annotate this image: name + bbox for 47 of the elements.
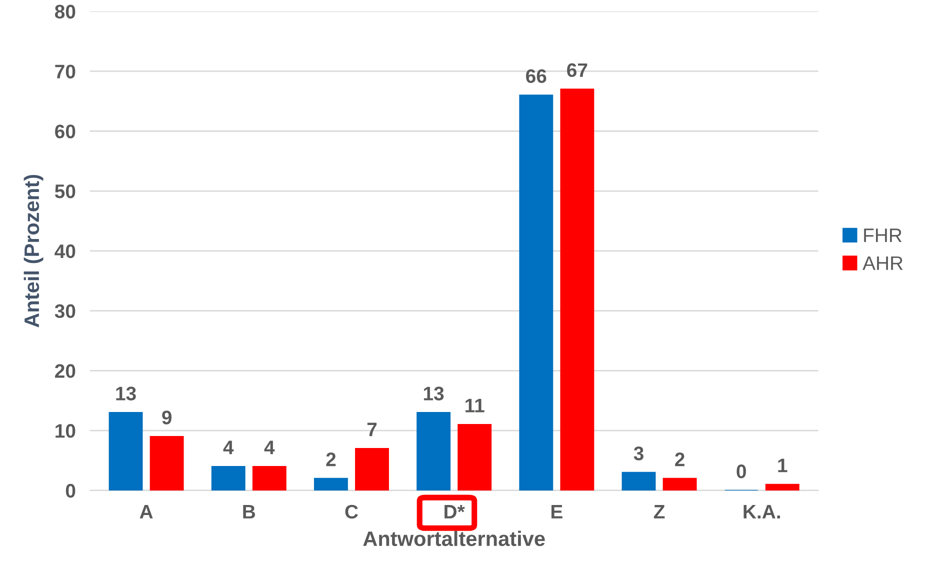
- bar: [765, 484, 800, 490]
- legend-label: AHR: [862, 256, 903, 270]
- data-label: 0: [736, 464, 746, 478]
- bar: [560, 88, 594, 490]
- x-tick-label: C: [345, 504, 358, 519]
- x-tick-label: E: [551, 505, 562, 518]
- data-label: 11: [466, 398, 484, 412]
- y-tick-label: 10: [56, 424, 76, 438]
- x-tick-label: D*: [444, 505, 465, 518]
- y-tick-label: 20: [55, 364, 76, 378]
- data-label: 13: [424, 386, 444, 400]
- bar: [355, 448, 389, 490]
- bar: [458, 424, 492, 490]
- x-tick-label: K.A.: [744, 505, 780, 518]
- bar: [314, 478, 348, 490]
- bar: [519, 94, 554, 490]
- data-label: 1: [778, 458, 788, 472]
- x-tick-label: Z: [654, 505, 665, 518]
- x-axis-title: Antwortalternative: [363, 530, 545, 546]
- data-label: 9: [162, 410, 172, 424]
- bar: [150, 436, 184, 490]
- y-tick-label: 0: [66, 484, 76, 498]
- y-tick-label: 60: [55, 124, 76, 138]
- data-label: 4: [264, 440, 275, 454]
- y-tick-label: 70: [55, 64, 76, 78]
- x-tick-label: B: [243, 505, 256, 518]
- data-label: 2: [326, 452, 336, 466]
- data-label: 66: [526, 69, 546, 84]
- y-axis-title: Anteil (Prozent): [24, 174, 44, 328]
- data-label: 2: [675, 452, 684, 466]
- y-tick-label: 40: [54, 244, 76, 258]
- data-label: 67: [567, 63, 588, 78]
- bar: [211, 466, 246, 490]
- bar: [252, 466, 286, 490]
- bar: [662, 478, 697, 490]
- y-tick-label: 50: [54, 184, 76, 198]
- bar: [416, 412, 451, 490]
- y-tick-label: 80: [54, 4, 76, 19]
- data-label: 13: [116, 386, 136, 400]
- data-label: 7: [367, 422, 377, 436]
- legend-label: FHR: [864, 228, 902, 242]
- x-tick-label: A: [140, 505, 153, 518]
- data-label: 4: [223, 440, 234, 454]
- bar: [108, 412, 143, 490]
- y-tick-label: 30: [54, 304, 76, 318]
- bar: [622, 472, 656, 490]
- data-label: 3: [634, 446, 644, 460]
